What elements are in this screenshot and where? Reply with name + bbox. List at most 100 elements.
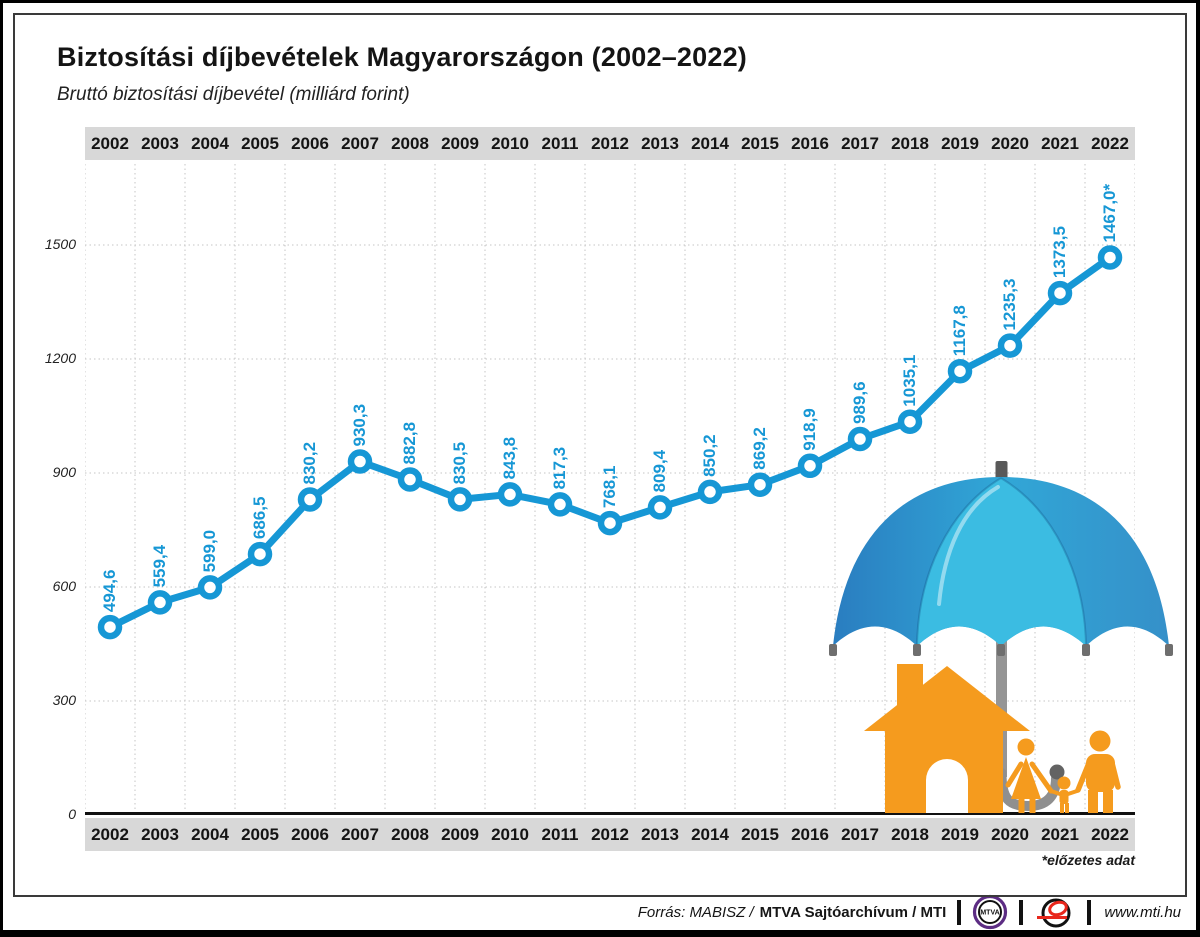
x-axis-year-label: 2003 [141, 825, 179, 844]
data-point-marker [1097, 245, 1123, 270]
svg-text:MTVA: MTVA [981, 910, 1000, 917]
data-point-marker [147, 590, 173, 615]
data-point-value-label: 918,9 [800, 408, 819, 451]
source-agencies: MTVA Sajtóarchívum / MTI [759, 903, 947, 921]
x-axis-year-label: 2017 [841, 825, 879, 844]
y-axis-tick-label: 1500 [44, 236, 76, 252]
data-point-marker [197, 575, 223, 600]
x-axis-year-label: 2015 [741, 825, 779, 844]
x-axis-year-label: 2020 [991, 134, 1029, 153]
source-prefix: Forrás: MABISZ / [637, 903, 754, 921]
data-point-marker [647, 495, 673, 520]
x-axis-year-label: 2007 [341, 825, 379, 844]
data-point-value-label: 1373,5 [1050, 226, 1069, 278]
x-axis-year-label: 2016 [791, 134, 829, 153]
footer-bar: Forrás: MABISZ / MTVA Sajtóarchívum / MT… [15, 894, 1183, 930]
data-point-value-label: 1167,8 [950, 305, 969, 356]
umbrella-sheen [937, 485, 1000, 606]
family-icon [1005, 730, 1121, 813]
mtva-logo: MTVA [973, 894, 1008, 930]
x-axis-year-label: 2014 [691, 825, 729, 844]
data-point-value-label: 559,4 [150, 544, 169, 587]
x-axis-year-label: 2002 [91, 134, 129, 153]
x-axis-year-label: 2021 [1041, 825, 1079, 844]
data-point-marker [947, 358, 973, 384]
umbrella-rib-right [1000, 477, 1087, 647]
data-point-value-label: 686,5 [250, 497, 269, 540]
data-point-value-label: 830,5 [450, 442, 469, 485]
x-axis-top-band: 2002 2003 2004 2005 2006 2007 2008 2009 2010 2011… [85, 127, 1135, 160]
revenue-line-chart: 494,6 559,4 599,0 686,5 830,2 930,3 882,8 830,5… [97, 184, 1123, 640]
data-point-marker [797, 453, 823, 479]
page-title: Biztosítási díjbevételek Magyarországon … [57, 42, 747, 72]
data-point-marker [497, 482, 523, 507]
x-axis-year-label: 2011 [541, 825, 579, 844]
house-icon [864, 664, 1030, 813]
footer-divider [1087, 899, 1092, 925]
y-axis-tick-label: 900 [52, 464, 76, 480]
data-point-marker [397, 467, 423, 492]
mti-logo [1037, 898, 1071, 928]
umbrella-hook-tip [1049, 764, 1065, 780]
data-point-value-label: 882,8 [400, 422, 419, 465]
website-link[interactable]: www.mti.hu [1104, 903, 1181, 921]
footnote: *előzetes adat [1041, 852, 1135, 868]
data-point-value-label: 494,6 [100, 570, 119, 613]
data-point-marker [297, 487, 323, 512]
data-point-value-label: 599,0 [200, 530, 219, 573]
umbrella-pole [996, 640, 1007, 777]
data-point-value-label: 809,4 [650, 449, 669, 492]
x-axis-year-label: 2019 [941, 134, 979, 153]
umbrella-rib-left [916, 477, 1002, 647]
footer-divider [1019, 899, 1024, 925]
data-point-marker [847, 426, 873, 452]
data-point-marker [447, 487, 473, 512]
y-axis-tick-label: 300 [52, 692, 76, 708]
x-axis-year-label: 2006 [291, 134, 329, 153]
x-axis-year-label: 2018 [891, 825, 929, 844]
x-axis-year-label: 2022 [1091, 825, 1129, 844]
x-axis-year-label: 2004 [191, 134, 229, 153]
y-axis-tick-label: 600 [52, 578, 76, 594]
data-point-value-label: 1467,0* [1100, 184, 1119, 243]
x-axis-year-label: 2010 [491, 134, 529, 153]
data-point-marker [347, 449, 373, 474]
data-point-value-label: 1035,1 [900, 355, 919, 407]
x-axis-bottom-band: 2002 2003 2004 2005 2006 2007 2008 2009 2010 2011… [85, 818, 1135, 851]
source-credit: Forrás: MABISZ / MTVA Sajtóarchívum / MT… [638, 904, 947, 921]
x-axis-year-label: 2002 [91, 825, 129, 844]
x-axis-year-label: 2010 [491, 825, 529, 844]
data-point-value-label: 850,2 [700, 434, 719, 477]
data-point-value-label: 989,6 [850, 381, 869, 424]
x-axis-year-label: 2013 [641, 825, 679, 844]
x-axis-year-label: 2022 [1091, 134, 1129, 153]
data-point-marker [97, 614, 123, 640]
x-axis-year-label: 2007 [341, 134, 379, 153]
umbrella-house-family-illustration [829, 461, 1173, 813]
x-axis-year-label: 2019 [941, 825, 979, 844]
house-door [926, 759, 968, 813]
data-point-marker [547, 492, 573, 517]
data-point-value-label: 930,3 [350, 404, 369, 447]
x-axis-year-label: 2009 [441, 134, 479, 153]
data-point-value-label: 817,3 [550, 447, 569, 490]
y-axis-tick-label: 0 [68, 806, 76, 822]
data-point-value-label: 830,2 [300, 442, 319, 485]
x-axis-year-label: 2003 [141, 134, 179, 153]
x-axis-year-label: 2015 [741, 134, 779, 153]
data-point-marker [697, 479, 723, 505]
data-point-marker [247, 541, 273, 567]
x-axis-year-label: 2012 [591, 134, 629, 153]
x-axis-year-label: 2005 [241, 825, 279, 844]
data-point-marker [1047, 280, 1073, 306]
data-point-marker [747, 472, 773, 497]
x-axis-year-label: 2018 [891, 134, 929, 153]
x-axis-year-label: 2016 [791, 825, 829, 844]
data-point-value-label: 869,2 [750, 427, 769, 470]
data-point-value-label: 843,8 [500, 437, 519, 480]
x-axis-year-label: 2020 [991, 825, 1029, 844]
umbrella-tip-nubs [829, 644, 1173, 656]
x-axis-year-label: 2017 [841, 134, 879, 153]
data-point-value-label: 768,1 [600, 466, 619, 509]
x-axis-year-label: 2014 [691, 134, 729, 153]
